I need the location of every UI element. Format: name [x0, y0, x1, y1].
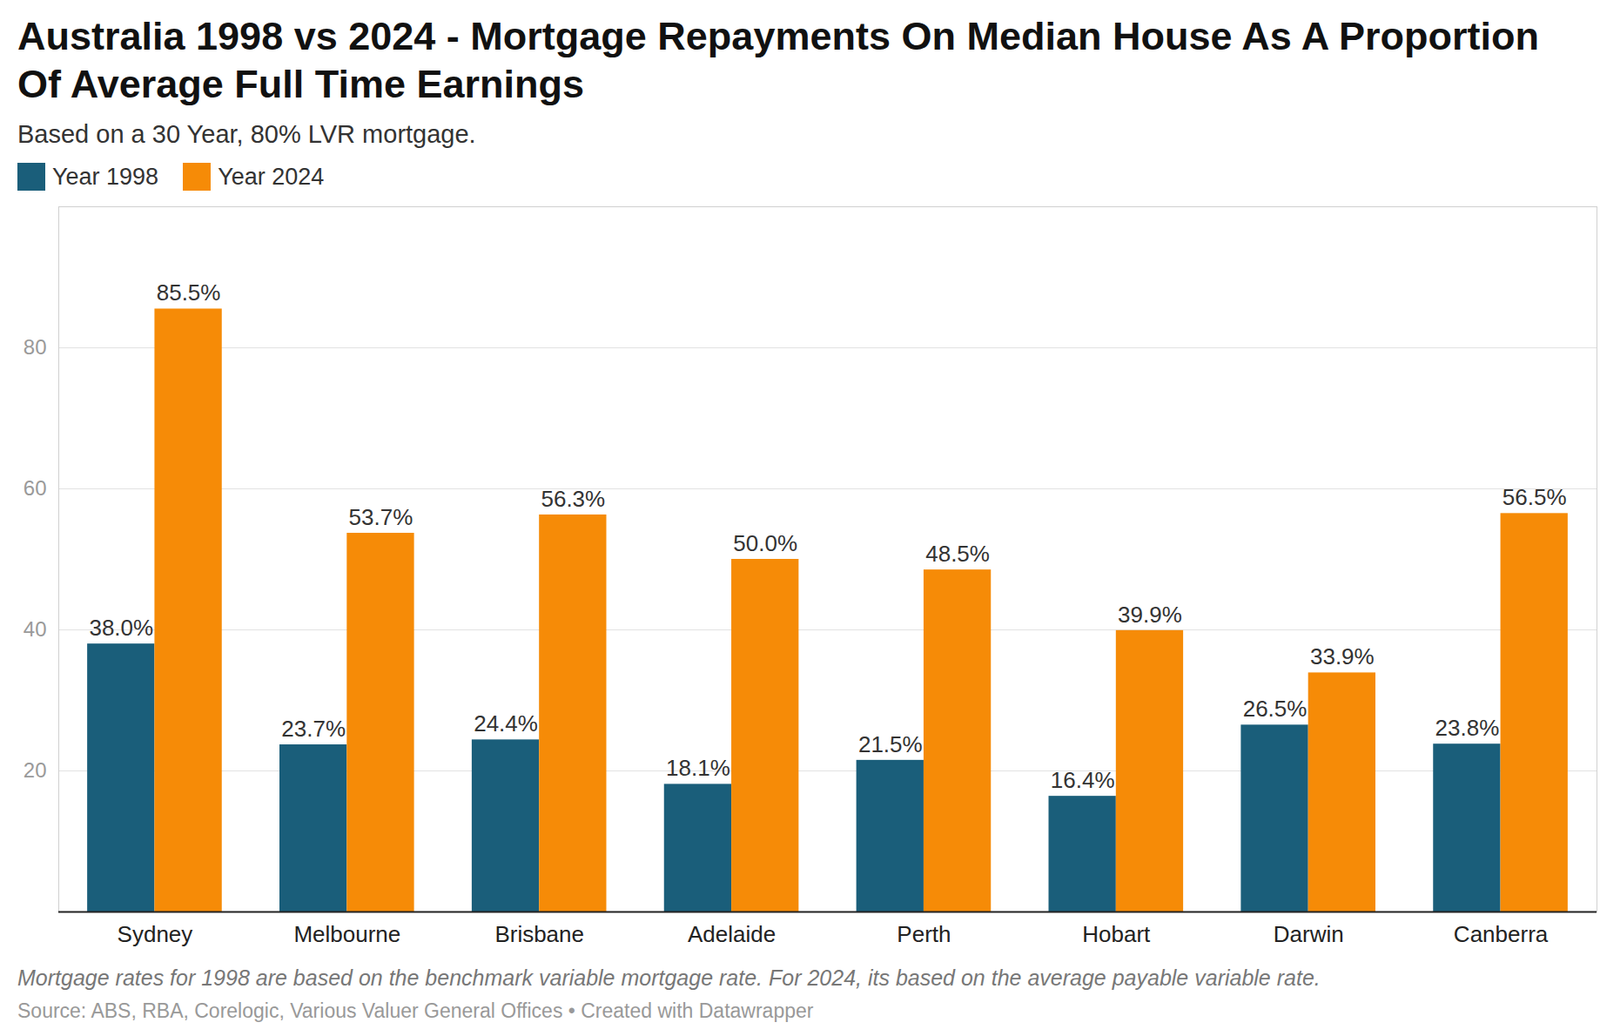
- svg-text:20: 20: [23, 758, 48, 782]
- svg-text:33.9%: 33.9%: [1310, 643, 1375, 670]
- svg-text:Adelaide: Adelaide: [687, 921, 776, 948]
- html-text:Year 1998: Year 1998: [52, 163, 159, 190]
- svg-text:56.3%: 56.3%: [540, 485, 606, 512]
- html-text:Australia 1998 vs 2024 - Mortg: Australia 1998 vs 2024 - Mortgage Repaym…: [17, 13, 1540, 107]
- svg-text:Perth: Perth: [896, 921, 951, 948]
- svg-text:Darwin: Darwin: [1273, 921, 1345, 948]
- svg-text:21.5%: 21.5%: [858, 731, 923, 758]
- svg-text:48.5%: 48.5%: [925, 540, 990, 567]
- svg-text:23.7%: 23.7%: [281, 715, 346, 742]
- html-text:Year 2024: Year 2024: [217, 163, 325, 190]
- svg-text:40: 40: [23, 617, 48, 641]
- svg-text:23.8%: 23.8%: [1435, 714, 1500, 741]
- svg-text:16.4%: 16.4%: [1050, 766, 1116, 794]
- html-text:Based on a 30 Year, 80% LVR mo: Based on a 30 Year, 80% LVR mortgage.: [17, 120, 476, 148]
- svg-text:60: 60: [23, 476, 48, 500]
- svg-text:85.5%: 85.5%: [156, 279, 222, 306]
- html-text:Source: ABS, RBA, Corelogic, V: Source: ABS, RBA, Corelogic, Various Val…: [17, 999, 814, 1022]
- svg-text:56.5%: 56.5%: [1502, 484, 1567, 511]
- svg-text:Brisbane: Brisbane: [494, 921, 585, 948]
- svg-text:Sydney: Sydney: [117, 921, 194, 948]
- svg-text:38.0%: 38.0%: [88, 614, 154, 641]
- svg-text:Canberra: Canberra: [1453, 921, 1549, 948]
- svg-text:18.1%: 18.1%: [665, 754, 731, 781]
- svg-text:50.0%: 50.0%: [732, 530, 798, 557]
- svg-text:Melbourne: Melbourne: [293, 921, 401, 948]
- svg-text:Hobart: Hobart: [1082, 921, 1151, 948]
- svg-text:39.9%: 39.9%: [1117, 601, 1183, 628]
- svg-text:26.5%: 26.5%: [1243, 695, 1308, 722]
- svg-text:80: 80: [23, 335, 48, 359]
- svg-text:53.7%: 53.7%: [349, 504, 414, 531]
- svg-text:24.4%: 24.4%: [473, 710, 538, 737]
- html-text:Mortgage rates for 1998 are ba: Mortgage rates for 1998 are based on the…: [17, 965, 1321, 990]
